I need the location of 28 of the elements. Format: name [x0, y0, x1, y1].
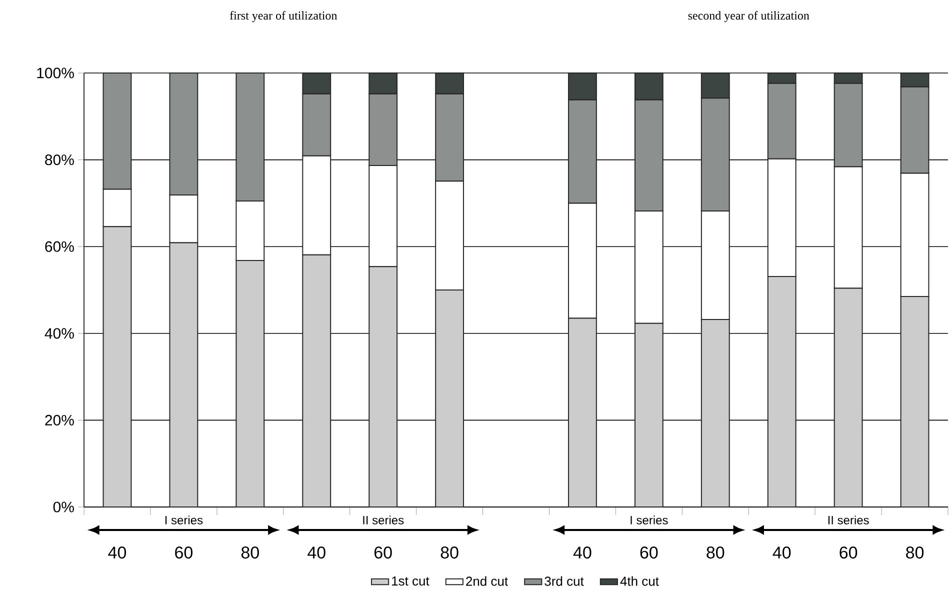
y-tick-label: 100%	[37, 68, 74, 78]
x-tick-label: 60	[175, 546, 192, 559]
y-tick-label: 60%	[45, 241, 74, 252]
x-tick-label: 80	[906, 546, 924, 559]
x-tick-label: 80	[706, 546, 724, 559]
legend-label: 2nd cut	[466, 576, 508, 586]
y-tick-label: 0%	[53, 502, 74, 512]
text: II series	[828, 516, 869, 524]
x-tick-label: 80	[440, 546, 458, 559]
legend-label: 4th cut	[620, 576, 659, 586]
y-tick-label: 40%	[44, 328, 74, 339]
legend-label: 3rd cut	[544, 576, 584, 586]
legend-label: 1st cut	[392, 576, 430, 586]
y-tick-label: 80%	[45, 154, 74, 166]
text: second year of utilization	[688, 11, 810, 22]
x-tick-label: 60	[840, 546, 858, 559]
text: I series	[630, 516, 668, 524]
text: first year of utilization	[230, 11, 338, 22]
text: II series	[363, 516, 404, 524]
y-tick-label: 20%	[45, 414, 74, 426]
x-tick-label: 60	[374, 546, 392, 559]
x-tick-label: 40	[108, 546, 126, 559]
x-tick-label: 40	[308, 546, 326, 559]
x-tick-label: 40	[573, 546, 592, 559]
x-tick-label: 80	[241, 546, 259, 559]
x-tick-label: 60	[640, 546, 658, 559]
text: I series	[165, 516, 203, 524]
x-tick-label: 40	[772, 546, 791, 559]
